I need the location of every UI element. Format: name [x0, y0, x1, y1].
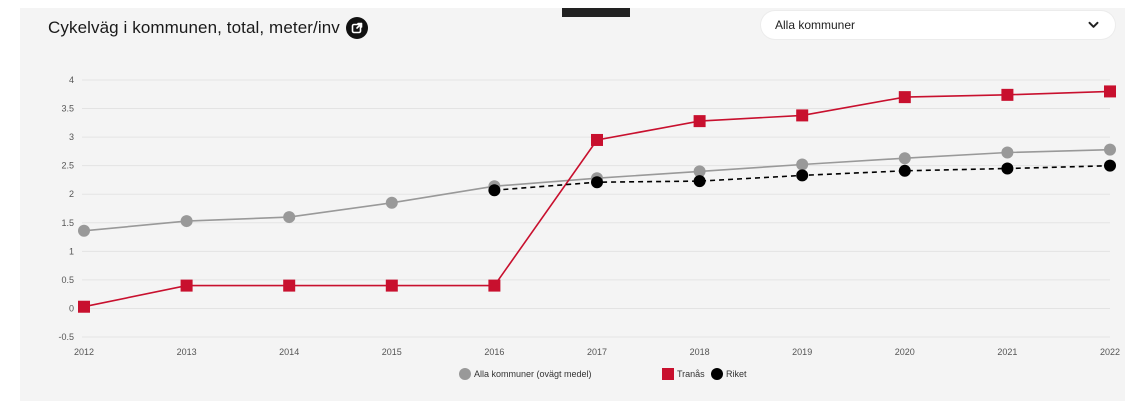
- legend-swatch: [459, 368, 471, 380]
- legend-swatch: [711, 368, 723, 380]
- data-point: [180, 215, 193, 228]
- legend-label: Riket: [726, 369, 747, 379]
- series-line: [83, 90, 1111, 308]
- data-point: [1104, 85, 1116, 98]
- data-point: [488, 184, 501, 197]
- data-point: [796, 109, 809, 122]
- grid: [82, 79, 1110, 338]
- series-tran-s: [78, 85, 1116, 313]
- x-tick-label: 2020: [895, 347, 915, 357]
- legend-item: Riket: [711, 368, 747, 380]
- x-tick-label: 2017: [587, 347, 607, 357]
- data-point: [693, 115, 706, 128]
- top-tab-indicator: [562, 8, 630, 17]
- data-point: [1001, 88, 1014, 101]
- data-point: [1001, 162, 1014, 175]
- data-point: [283, 211, 296, 224]
- legend-label: Tranås: [677, 369, 705, 379]
- y-tick-label: 1.5: [61, 218, 74, 228]
- series-riket: [488, 159, 1116, 197]
- y-tick-label: 2: [69, 189, 74, 199]
- data-point: [180, 279, 193, 292]
- x-tick-label: 2013: [177, 347, 197, 357]
- data-point: [591, 176, 603, 189]
- x-axis: 2012 2013 2014 2015 2016 2017 2018 2019 2020 2021…: [74, 347, 1120, 357]
- x-tick-label: 2014: [279, 347, 299, 357]
- data-point: [693, 175, 706, 188]
- series-line: [83, 148, 1111, 232]
- data-point: [693, 165, 706, 178]
- y-tick-label: 3: [69, 132, 74, 142]
- series: [78, 85, 1116, 313]
- x-tick-label: 2012: [74, 347, 94, 357]
- x-tick-label: 2022: [1100, 347, 1120, 357]
- x-tick-label: 2018: [690, 347, 710, 357]
- data-point: [898, 164, 911, 177]
- data-point: [78, 300, 90, 313]
- legend-label: Alla kommuner (ovägt medel): [474, 369, 592, 379]
- x-tick-label: 2015: [382, 347, 402, 357]
- data-point: [385, 196, 398, 209]
- data-point: [796, 169, 809, 182]
- municipality-select-value: Alla kommuner: [775, 18, 856, 32]
- chart-card: [20, 8, 1125, 401]
- data-point: [1104, 159, 1116, 172]
- data-point: [385, 279, 398, 292]
- data-point: [488, 279, 501, 292]
- y-tick-label: 1: [69, 246, 74, 256]
- legend-swatch: [662, 368, 674, 380]
- data-point: [898, 91, 911, 104]
- data-point: [591, 133, 603, 146]
- data-point: [78, 224, 90, 237]
- x-tick-label: 2019: [792, 347, 812, 357]
- y-axis: 4 3.5 3 2.5 2 1.5 1 0.5 0 -0.5: [58, 75, 74, 342]
- y-tick-label: 4: [69, 75, 74, 85]
- y-tick-label: 3.5: [61, 104, 74, 114]
- data-point: [1001, 146, 1014, 159]
- data-point: [1104, 143, 1116, 156]
- legend-item: Alla kommuner (ovägt medel): [459, 368, 592, 380]
- x-tick-label: 2021: [997, 347, 1017, 357]
- chevron-down-icon: [1088, 16, 1099, 34]
- data-point: [796, 158, 809, 171]
- legend: Alla kommuner (ovägt medel) Tranås Riket: [459, 368, 747, 380]
- y-tick-label: 0: [69, 303, 74, 313]
- y-tick-label: -0.5: [58, 332, 74, 342]
- chart-header: Cykelväg i kommunen, total, meter/inv: [48, 16, 368, 40]
- data-point: [898, 152, 911, 165]
- y-tick-label: 0.5: [61, 275, 74, 285]
- y-tick-label: 2.5: [61, 161, 74, 171]
- x-tick-label: 2016: [484, 347, 504, 357]
- external-link-icon[interactable]: [345, 17, 368, 39]
- data-point: [283, 279, 296, 292]
- municipality-select[interactable]: Alla kommuner: [761, 11, 1115, 39]
- chart-title: Cykelväg i kommunen, total, meter/inv: [48, 18, 340, 37]
- legend-item: Tranås: [662, 368, 705, 380]
